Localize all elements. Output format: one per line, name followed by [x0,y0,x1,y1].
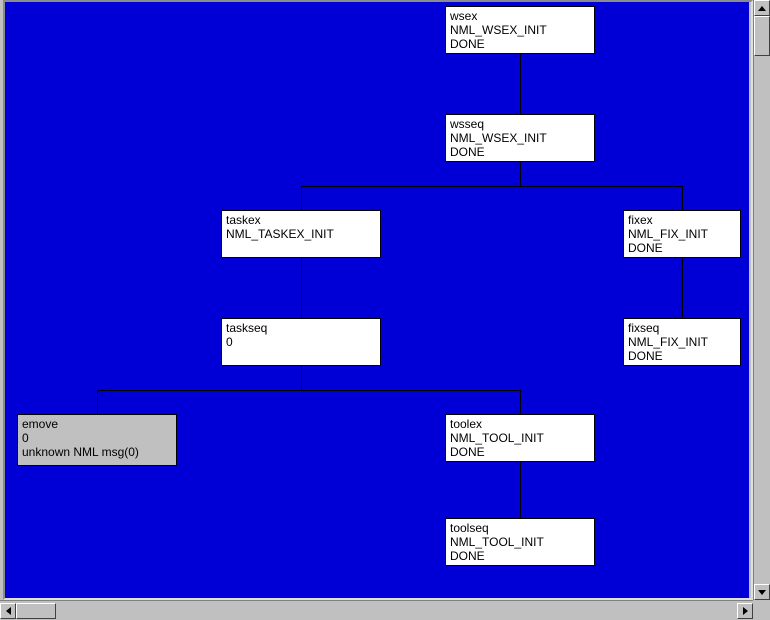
scroll-right-button[interactable] [737,603,753,619]
tree-edge [520,162,521,186]
tree-edge [520,490,521,518]
tree-node-taskex[interactable]: taskex NML_TASKEX_INIT [221,210,381,258]
tree-edge [682,288,683,318]
scroll-left-button[interactable] [0,603,16,619]
tree-edge [520,54,521,84]
tree-edge [301,186,683,187]
tree-node-toolex[interactable]: toolex NML_TOOL_INIT DONE [445,414,595,462]
tree-node-fixex[interactable]: fixex NML_FIX_INIT DONE [623,210,741,258]
scroll-up-button[interactable] [754,0,770,16]
arrow-down-icon [758,590,766,595]
tree-node-taskseq[interactable]: taskseq 0 [221,318,381,366]
tree-edge [682,258,683,288]
scroll-down-button[interactable] [754,584,770,600]
scrollbar-corner [753,600,770,620]
tree-edge [682,186,683,210]
tree-edge [520,462,521,490]
diagram-canvas[interactable]: wsex NML_WSEX_INIT DONE wsseq NML_WSEX_IN… [5,2,749,598]
tree-edge [520,84,521,114]
tree-edge [301,366,302,390]
tree-node-wsex[interactable]: wsex NML_WSEX_INIT DONE [445,6,595,54]
tree-edge [520,390,521,414]
arrow-right-icon [743,607,748,615]
tree-edge [301,258,302,288]
tree-edge [301,288,302,318]
tree-edge [97,390,98,414]
horizontal-scroll-thumb[interactable] [16,603,56,619]
tree-edge [97,390,521,391]
vertical-scroll-thumb[interactable] [754,16,770,56]
tree-edge [301,186,302,210]
vertical-scrollbar[interactable] [753,0,770,600]
tree-node-toolseq[interactable]: toolseq NML_TOOL_INIT DONE [445,518,595,566]
tree-node-fixseq[interactable]: fixseq NML_FIX_INIT DONE [623,318,741,366]
window-frame: wsex NML_WSEX_INIT DONE wsseq NML_WSEX_IN… [0,0,770,620]
arrow-left-icon [6,607,11,615]
tree-node-wsseq[interactable]: wsseq NML_WSEX_INIT DONE [445,114,595,162]
arrow-up-icon [758,6,766,11]
diagram-background [5,2,749,598]
horizontal-scrollbar[interactable] [0,600,753,620]
tree-node-emove[interactable]: emove 0 unknown NML msg(0) [17,414,177,466]
